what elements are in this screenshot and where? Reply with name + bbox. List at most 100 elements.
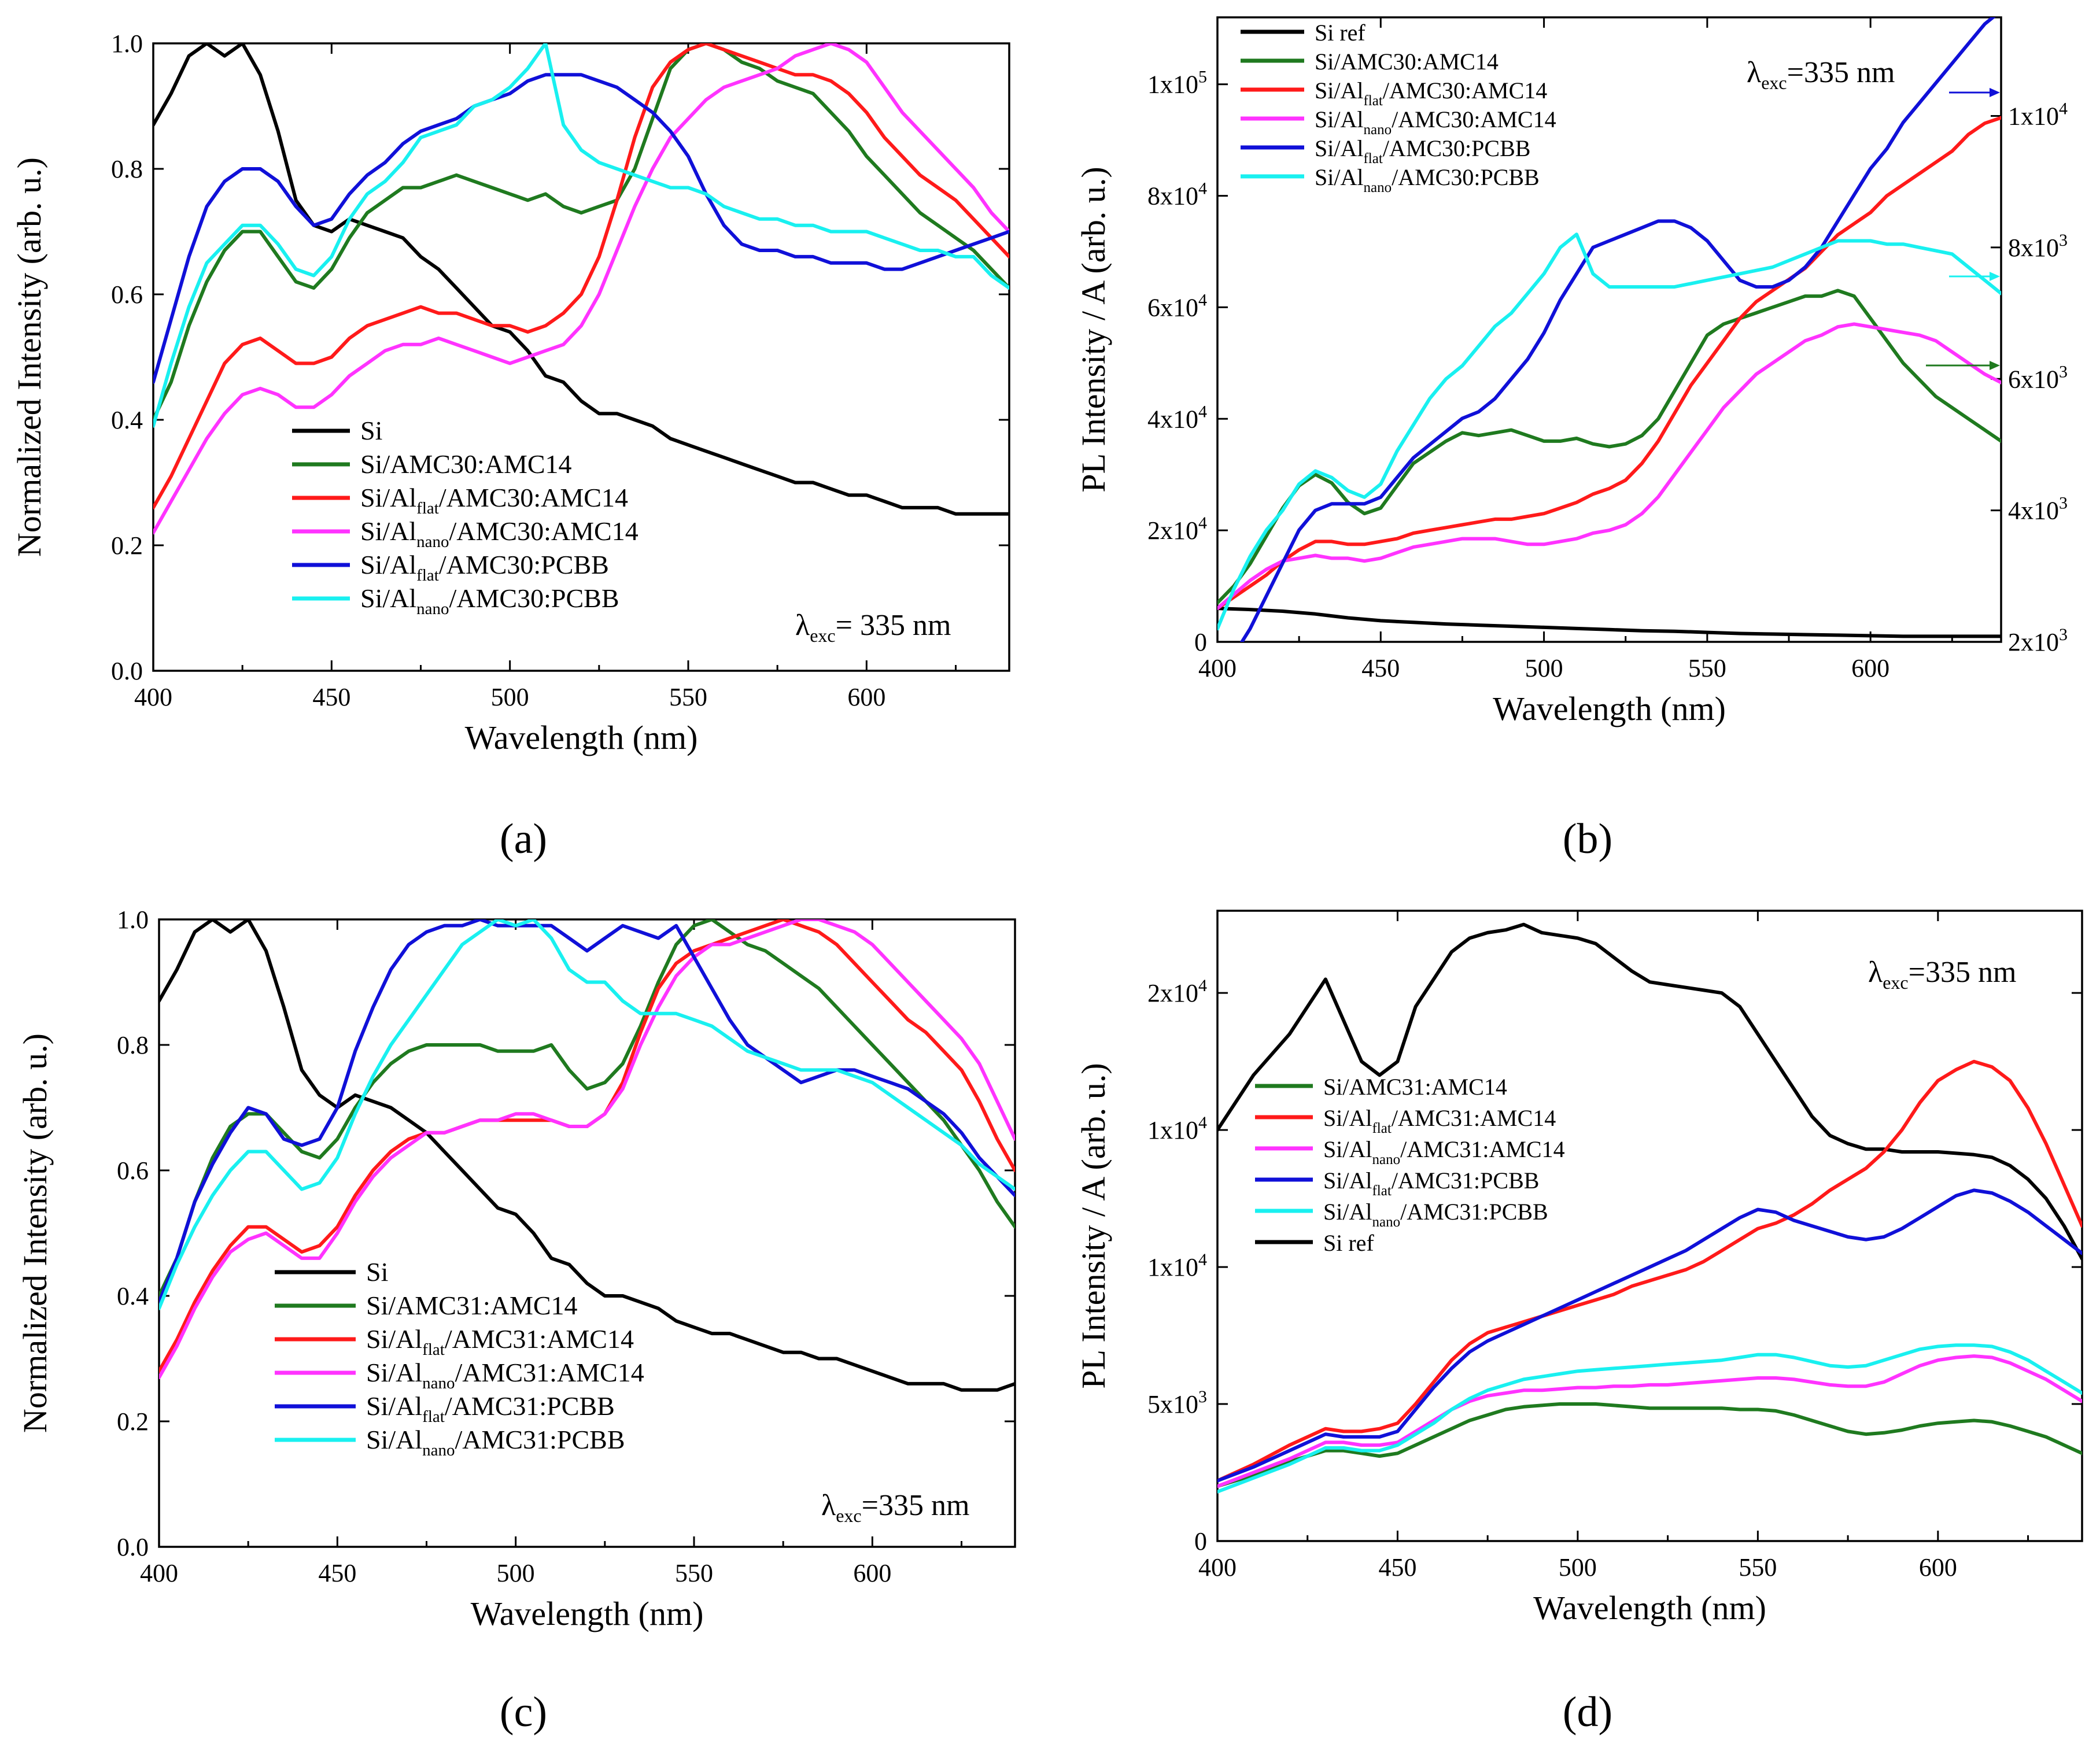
series-line-flatPCBB bbox=[153, 73, 1009, 384]
y2-tick-label: 4x103 bbox=[2008, 494, 2068, 525]
panel-label-c: (c) bbox=[500, 1689, 547, 1736]
lambda-subscript: exc bbox=[836, 1505, 861, 1526]
legend-label-AMC14: Si/AMC31:AMC14 bbox=[1323, 1074, 1507, 1100]
legend-label-AMC14: Si/AMC30:AMC14 bbox=[360, 449, 572, 479]
x-tick-label: 400 bbox=[140, 1559, 178, 1587]
legend-label-nanoPCBB: Si/Alnano/AMC30:PCBB bbox=[1315, 164, 1540, 195]
legend-label-AMC14: Si/AMC31:AMC14 bbox=[366, 1291, 578, 1320]
legend-label-Si: Si bbox=[366, 1257, 388, 1287]
x-tick-label: 500 bbox=[497, 1559, 535, 1587]
legend-label-nanoAMC14: Si/Alnano/AMC31:AMC14 bbox=[366, 1358, 644, 1392]
y-tick-label: 1.0 bbox=[117, 906, 149, 934]
series-line-AMC14 bbox=[159, 919, 1015, 1298]
x-tick-label: 600 bbox=[853, 1559, 891, 1587]
x-axis-title: Wavelength (nm) bbox=[1493, 690, 1726, 727]
excitation-note-d: λexc=335 nm bbox=[1868, 956, 2016, 993]
y-tick-label: 1.0 bbox=[111, 29, 143, 58]
panel-label-a: (a) bbox=[500, 815, 547, 863]
x-tick-label: 550 bbox=[675, 1559, 713, 1587]
y2-tick-label: 6x103 bbox=[2008, 362, 2068, 393]
legend-label-flatPCBB: Si/Alflat/AMC30:PCBB bbox=[1315, 135, 1530, 167]
lambda-value: =335 nm bbox=[862, 1489, 970, 1522]
x-axis-title: Wavelength (nm) bbox=[1533, 1589, 1766, 1627]
y-axis-title: Normalized Intensity (arb. u.) bbox=[16, 1033, 54, 1433]
excitation-note-c: λexc=335 nm bbox=[821, 1489, 969, 1526]
x-tick-label: 600 bbox=[847, 683, 885, 711]
panel-b: 400 450 500 550 600 0 2x104 4x104 6x104 8x104 1x10… bbox=[1075, 16, 2068, 727]
x-tick-label: 500 bbox=[1525, 654, 1563, 682]
lambda-subscript: exc bbox=[1761, 72, 1787, 93]
y-axis-title: PL Intensity / A (arb. u.) bbox=[1075, 1063, 1112, 1388]
x-axis-title: Wavelength (nm) bbox=[471, 1595, 704, 1632]
series-line-flatPCBB bbox=[159, 919, 1015, 1304]
legend-label-flatPCBB: Si/Alflat/AMC30:PCBB bbox=[360, 550, 609, 585]
y-tick-label: 8x104 bbox=[1147, 179, 1207, 210]
x-tick-label: 450 bbox=[1378, 1553, 1416, 1582]
series-group bbox=[1217, 922, 2082, 1494]
legend-label-flatAMC14: Si/Alflat/AMC30:AMC14 bbox=[360, 483, 628, 518]
series-line-Si bbox=[159, 919, 1015, 1392]
y-tick-label: 5x103 bbox=[1147, 1387, 1207, 1418]
series-line-AMC14 bbox=[153, 43, 1009, 422]
excitation-note-a: λexc= 335 nm bbox=[795, 609, 951, 646]
plot-frame bbox=[152, 42, 1010, 672]
series-group bbox=[1217, 17, 2001, 642]
lambda-value: =335 nm bbox=[1909, 956, 2017, 989]
y-tick-label: 0 bbox=[1194, 1527, 1207, 1556]
series-line-nanoAMC14 bbox=[1217, 322, 2001, 611]
legend-label-Si: Si bbox=[360, 416, 382, 445]
y-tick-label: 2x104 bbox=[1147, 513, 1207, 545]
series-group bbox=[153, 43, 1009, 535]
series-group bbox=[159, 919, 1015, 1392]
legend-label-Si: Si ref bbox=[1323, 1230, 1374, 1256]
y-tick-label: 0.6 bbox=[111, 280, 143, 309]
legend-label-flatAMC14: Si/Alflat/AMC31:AMC14 bbox=[366, 1324, 634, 1359]
y-axis-title: Normalized Intensity (arb. u.) bbox=[10, 157, 48, 557]
series-line-nanoPCBB bbox=[153, 43, 1009, 428]
y2-tick-label: 8x103 bbox=[2008, 231, 2068, 262]
y-tick-label: 0.6 bbox=[117, 1157, 149, 1185]
panel-label-d: (d) bbox=[1563, 1689, 1612, 1736]
x-tick-label: 600 bbox=[1851, 654, 1889, 682]
panel-d: 400 450 500 550 600 0 5x103 1x104 1x104 2x104 Wave… bbox=[1075, 910, 2083, 1627]
series-line-flatPCBB bbox=[1239, 17, 1996, 642]
lambda-subscript: exc bbox=[810, 625, 835, 646]
legend-label-nanoPCBB: Si/Alnano/AMC31:PCBB bbox=[366, 1425, 625, 1460]
series-line-nanoAMC14 bbox=[159, 919, 1015, 1380]
y-tick-label: 4x104 bbox=[1147, 402, 1207, 433]
lambda-symbol: λ bbox=[1747, 56, 1761, 89]
x-tick-label: 550 bbox=[1688, 654, 1726, 682]
series-line-nanoAMC14 bbox=[1217, 1354, 2082, 1488]
axis-arrow-head bbox=[1990, 361, 2000, 370]
series-line-Si bbox=[1217, 922, 2082, 1261]
series-line-flatAMC14 bbox=[1217, 116, 2001, 611]
y-axis-title: PL Intensity / A (arb. u.) bbox=[1075, 167, 1112, 492]
legend-label-nanoAMC14: Si/Alnano/AMC31:AMC14 bbox=[1323, 1136, 1565, 1167]
y2-tick-label: 2x103 bbox=[2008, 625, 2068, 656]
series-line-AMC14 bbox=[1217, 289, 2001, 605]
axis-arrow-head bbox=[1990, 272, 2000, 281]
legend-label-nanoAMC14: Si/Alnano/AMC30:AMC14 bbox=[360, 516, 639, 551]
legend-label-nanoPCBB: Si/Alnano/AMC31:PCBB bbox=[1323, 1199, 1548, 1230]
x-axis-title: Wavelength (nm) bbox=[465, 719, 698, 756]
legend-label-flatAMC14: Si/Alflat/AMC31:AMC14 bbox=[1323, 1105, 1556, 1136]
series-line-nanoPCBB bbox=[1217, 1343, 2082, 1494]
x-tick-label: 450 bbox=[318, 1559, 356, 1587]
y-tick-label: 0.2 bbox=[111, 531, 143, 560]
x-tick-label: 500 bbox=[491, 683, 529, 711]
series-line-flatAMC14 bbox=[153, 43, 1009, 509]
y-tick-label: 0 bbox=[1194, 628, 1207, 656]
series-line-nanoPCBB bbox=[1217, 232, 2001, 631]
excitation-note-b: λexc=335 nm bbox=[1747, 56, 1895, 93]
y-tick-label: 0.0 bbox=[117, 1533, 149, 1561]
lambda-subscript: exc bbox=[1883, 972, 1908, 993]
y-tick-label: 2x104 bbox=[1147, 976, 1207, 1007]
lambda-symbol: λ bbox=[795, 609, 810, 642]
x-tick-label: 400 bbox=[134, 683, 172, 711]
y-tick-label: 0.0 bbox=[111, 657, 143, 685]
series-line-AMC14 bbox=[1217, 1402, 2082, 1488]
legend-label-nanoPCBB: Si/Alnano/AMC30:PCBB bbox=[360, 583, 619, 618]
y-tick-label: 0.8 bbox=[117, 1031, 149, 1059]
series-line-Si bbox=[1217, 607, 2001, 638]
